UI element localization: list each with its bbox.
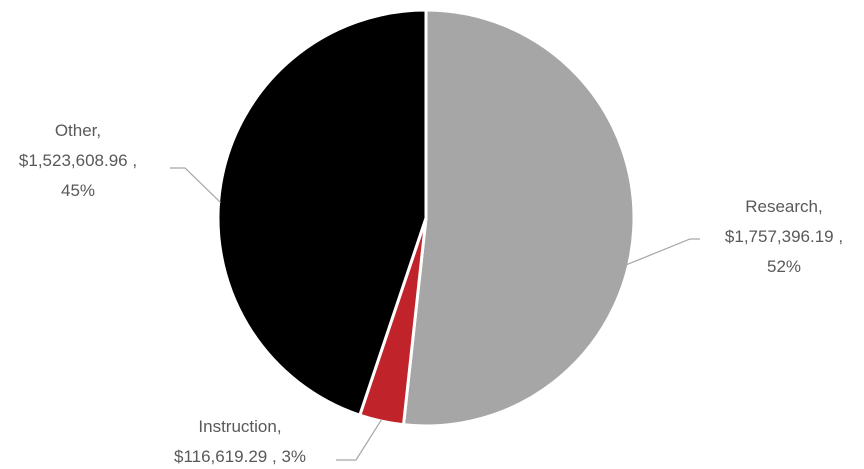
pie-slice-other xyxy=(216,8,428,418)
label-other-value: $1,523,608.96 xyxy=(19,151,128,170)
leader-line-other xyxy=(170,167,222,204)
svg-text:Instruction,: Instruction, xyxy=(198,417,281,436)
label-other-category: Other xyxy=(55,121,98,140)
label-research-category: Research xyxy=(745,197,818,216)
svg-text:$1,757,396.19 ,: $1,757,396.19 , xyxy=(725,227,843,246)
leader-line-instruction xyxy=(336,418,383,461)
data-label-other: Other, $1,523,608.96 , 45% xyxy=(19,121,137,200)
label-instruction-value: $116,619.29 xyxy=(174,447,267,466)
data-label-research: Research, $1,757,396.19 , 52% xyxy=(725,197,843,276)
svg-text:Research,: Research, xyxy=(745,197,823,216)
leader-line-research xyxy=(626,238,700,266)
svg-text:$116,619.29 , 3%: $116,619.29 , 3% xyxy=(174,447,306,466)
label-research-value: $1,757,396.19 xyxy=(725,227,834,246)
pie-slices xyxy=(216,8,636,428)
svg-text:Other,: Other, xyxy=(55,121,101,140)
data-label-instruction: Instruction, $116,619.29 , 3% xyxy=(174,417,306,466)
leader-lines xyxy=(170,167,700,461)
label-other-percent: 45% xyxy=(61,181,95,200)
pie-slice-research xyxy=(401,8,636,428)
label-instruction-percent: 3% xyxy=(281,447,306,466)
svg-text:$1,523,608.96 ,: $1,523,608.96 , xyxy=(19,151,137,170)
label-research-percent: 52% xyxy=(767,257,801,276)
label-instruction-category: Instruction xyxy=(198,417,276,436)
